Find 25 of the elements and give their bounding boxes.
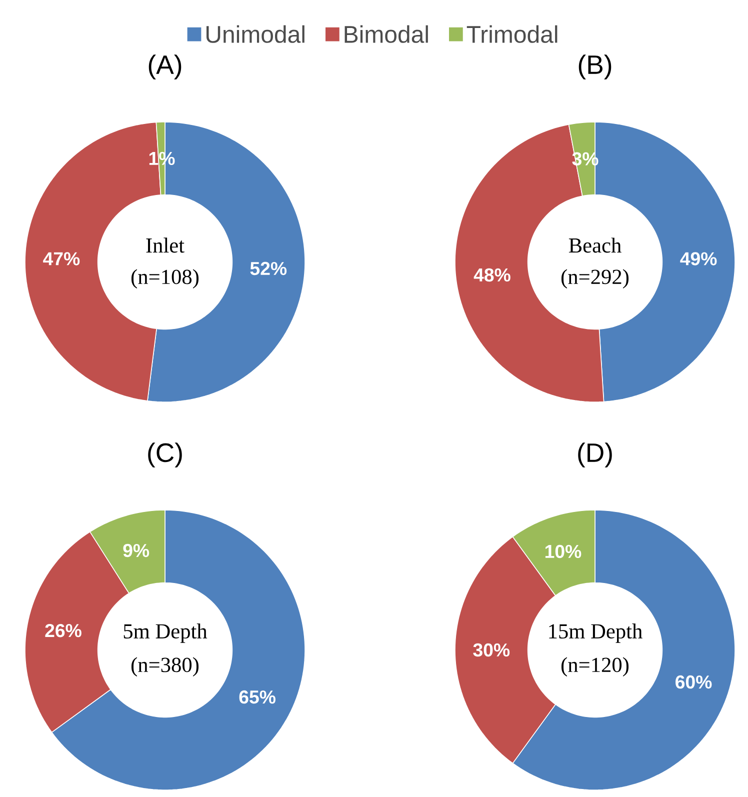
text: (n=380) bbox=[131, 657, 199, 676]
data-label: 47% bbox=[43, 252, 80, 266]
data-label: 30% bbox=[473, 643, 510, 657]
data-label: 49% bbox=[680, 252, 717, 266]
data-label: 60% bbox=[676, 675, 712, 689]
text: (n=108) bbox=[131, 269, 199, 288]
data-label: 65% bbox=[239, 690, 276, 704]
data-label: 52% bbox=[250, 262, 287, 276]
text: (A) bbox=[148, 54, 182, 80]
text: (n=292) bbox=[561, 269, 629, 288]
chart-title: (B) bbox=[578, 54, 612, 80]
data-label: 10% bbox=[545, 544, 582, 558]
legend-label: Bimodal bbox=[344, 25, 428, 43]
text: Inlet bbox=[146, 238, 184, 253]
data-label: 26% bbox=[45, 624, 82, 638]
chart-title: (D) bbox=[578, 442, 612, 468]
text: Beach bbox=[568, 238, 622, 253]
text: (n=120) bbox=[561, 657, 629, 676]
text: 5m Depth bbox=[124, 624, 208, 643]
data-label: 48% bbox=[474, 268, 510, 282]
text: 15m Depth bbox=[549, 624, 642, 643]
legend-label: Unimodal bbox=[206, 25, 304, 43]
chart-title: (C) bbox=[148, 442, 182, 468]
data-label: 9% bbox=[123, 544, 150, 558]
legend-label: Trimodal bbox=[466, 25, 558, 43]
